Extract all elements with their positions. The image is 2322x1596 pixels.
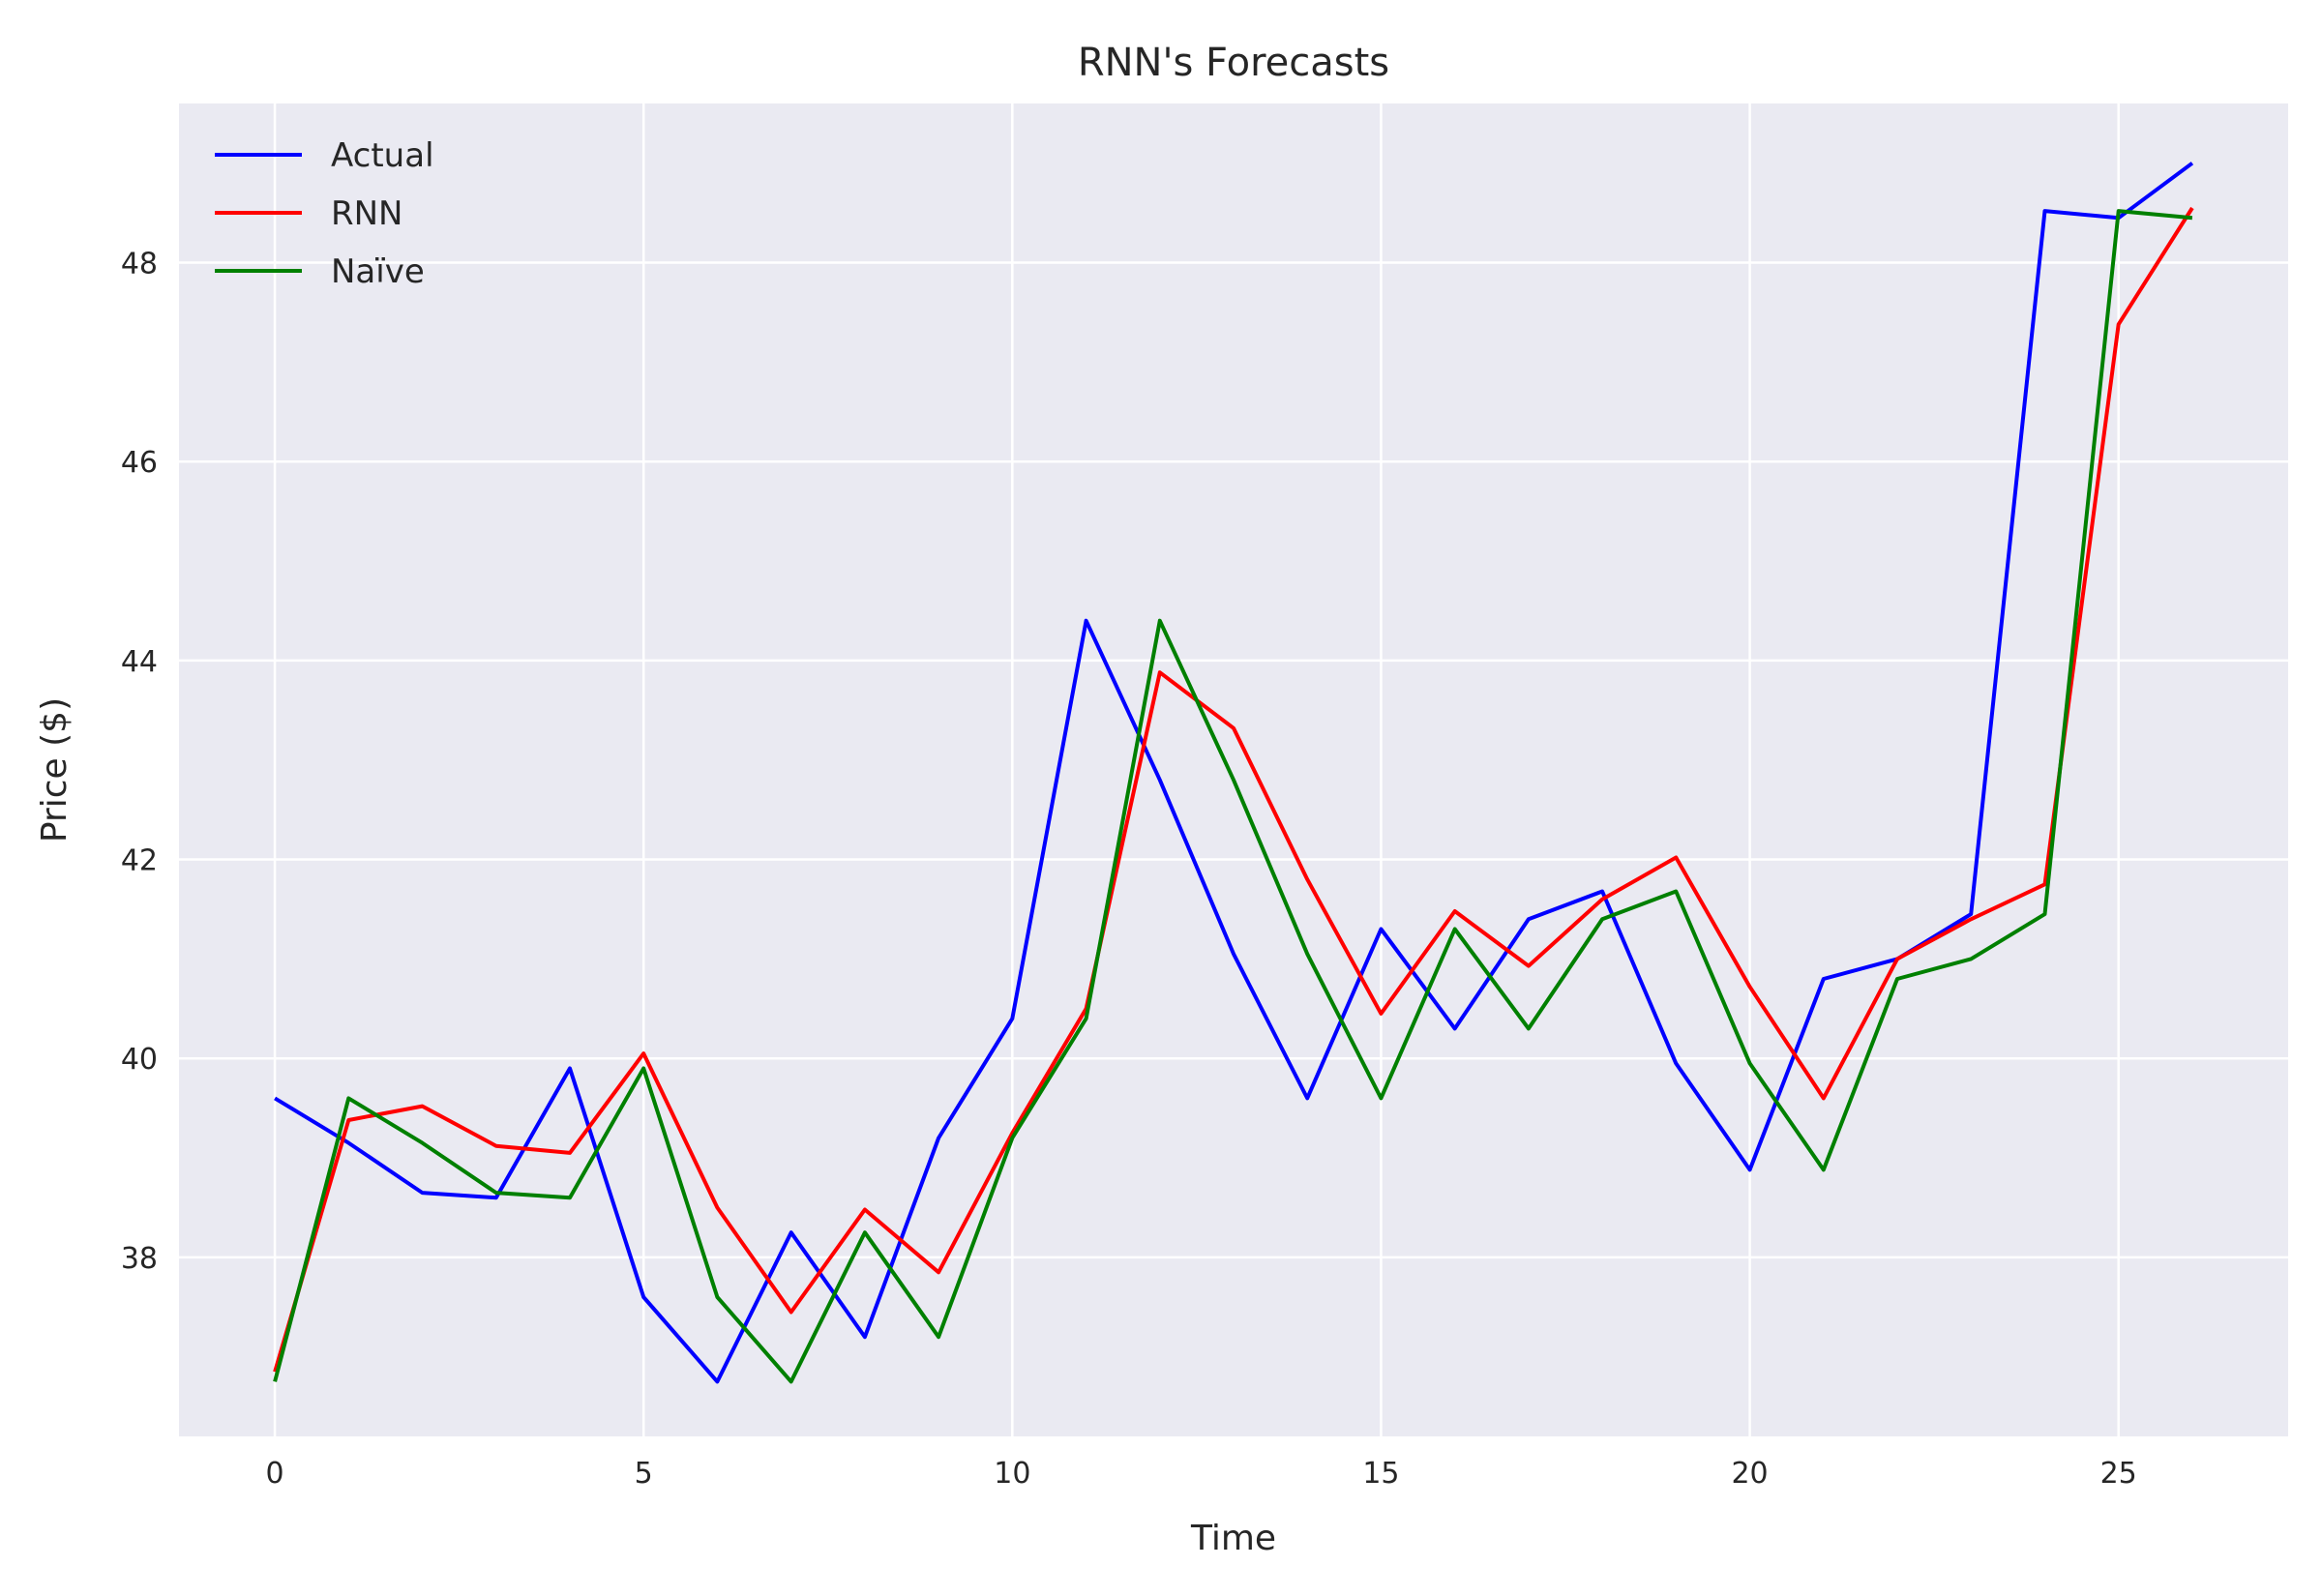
y-tick-label: 40: [121, 1043, 158, 1077]
series-layer: [273, 162, 2194, 1384]
legend-label-rnn: RNN: [331, 194, 403, 233]
grid: [179, 103, 2288, 1436]
legend-label-actual: Actual: [331, 136, 434, 175]
x-tick-label: 0: [266, 1457, 284, 1491]
plot-area: [179, 103, 2288, 1436]
series-line-nave: [273, 209, 2193, 1384]
chart-title: RNN's Forecasts: [1078, 41, 1389, 85]
x-tick-label: 15: [1362, 1457, 1399, 1491]
tick-layer: 0 5 10 15 20 25 38 40 42 44 46 48: [121, 248, 2137, 1491]
x-tick-label: 5: [635, 1457, 653, 1491]
series-line-rnn: [273, 206, 2194, 1373]
y-tick-label: 48: [121, 248, 158, 281]
x-axis-label: Time: [1190, 1519, 1276, 1558]
legend: Actual RNN Naïve: [215, 136, 434, 291]
y-tick-label: 38: [121, 1242, 158, 1276]
x-tick-label: 25: [2100, 1457, 2137, 1491]
legend-label-naive: Naïve: [331, 252, 425, 291]
y-axis-label: Price ($): [35, 697, 74, 842]
y-tick-label: 46: [121, 446, 158, 480]
y-tick-label: 44: [121, 645, 158, 679]
y-tick-label: 42: [121, 844, 158, 878]
x-tick-label: 20: [1731, 1457, 1768, 1491]
x-tick-label: 10: [994, 1457, 1030, 1491]
series-line-actual: [274, 162, 2194, 1384]
